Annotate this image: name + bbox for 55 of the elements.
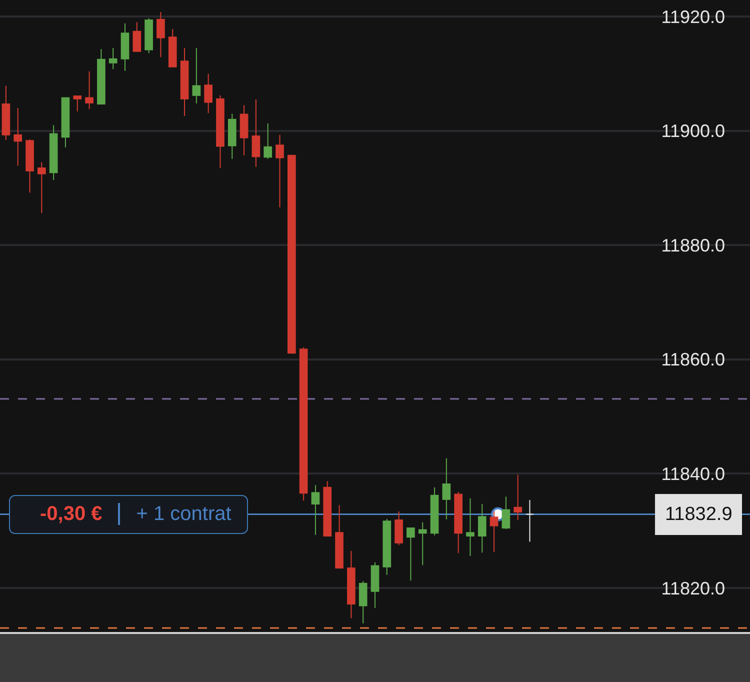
candlestick — [490, 510, 498, 552]
candlestick — [38, 162, 46, 214]
candlestick — [108, 48, 118, 70]
candlestick — [156, 12, 165, 58]
candlestick — [26, 138, 34, 194]
candlestick — [347, 550, 356, 619]
candlestick — [323, 480, 332, 536]
candlestick — [502, 496, 510, 530]
candlestick — [97, 48, 106, 104]
candlestick — [430, 486, 439, 536]
candlestick — [299, 346, 308, 502]
candlestick — [180, 48, 189, 116]
y-tick-label: 11920.0 — [661, 6, 725, 27]
candlestick — [335, 504, 344, 568]
y-tick-label: 11900.0 — [661, 121, 725, 142]
candlestick — [311, 484, 320, 536]
candlestick — [442, 458, 451, 520]
candlestick — [358, 580, 368, 624]
candlestick — [264, 122, 272, 160]
candlestick — [168, 28, 177, 68]
y-tick-label: 11820.0 — [661, 578, 725, 598]
candlestick — [14, 108, 22, 166]
candlestick — [144, 18, 153, 54]
candlestick — [73, 96, 82, 112]
candlestick — [216, 94, 224, 168]
candlestick — [204, 73, 212, 114]
candlestick — [120, 22, 130, 72]
y-tick-label: 11860.0 — [661, 350, 725, 370]
candlestick — [370, 562, 380, 608]
y-tick-label: 11880.0 — [661, 235, 725, 256]
candlestick — [132, 22, 142, 52]
candlestick — [382, 518, 392, 576]
candlestick — [49, 124, 58, 180]
candlestick — [276, 134, 284, 208]
candlestick — [228, 113, 236, 160]
candlestick — [454, 492, 462, 554]
ref-line-label: 11832.9 — [665, 504, 732, 525]
candlestick — [514, 474, 522, 520]
candlestick — [478, 504, 486, 554]
label-box: -0,30 € + 1 contrat — [9, 494, 248, 534]
candlestick — [252, 98, 260, 168]
candlestick — [418, 522, 427, 566]
candlestick — [240, 104, 248, 156]
candlestick — [288, 154, 296, 354]
candlestick — [394, 510, 403, 546]
candlestick — [192, 48, 201, 104]
y-tick-label: 11840.0 — [661, 464, 725, 484]
candlestick — [406, 528, 415, 582]
annotation: + 1 contrat — [136, 502, 232, 526]
candlestick — [85, 70, 94, 110]
candlestick — [466, 498, 474, 556]
candlestick — [2, 85, 10, 140]
candlestick — [526, 500, 534, 542]
annotation: -0,30 € — [40, 502, 102, 526]
candlestick — [61, 97, 70, 148]
